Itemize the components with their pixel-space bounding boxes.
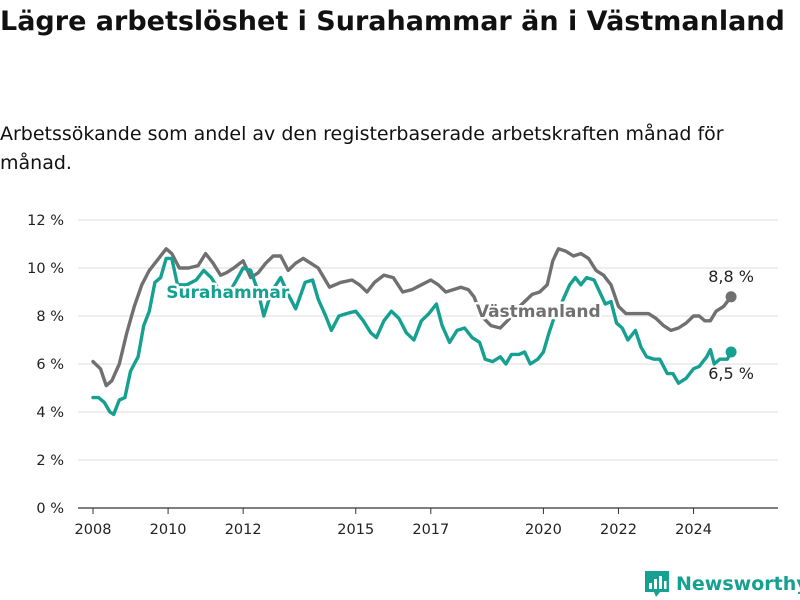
x-tick-label: 2012 — [225, 522, 262, 538]
series-line-surahammar — [91, 256, 733, 417]
y-tick-label: 0 % — [36, 501, 64, 517]
y-tick-label: 2 % — [36, 453, 64, 469]
x-tick-label: 2008 — [75, 522, 112, 538]
brand-logo[interactable]: Newsworthy — [644, 570, 800, 598]
series-endpoint-vastmanland — [725, 291, 737, 303]
x-tick-label: 2015 — [337, 522, 374, 538]
series-lines — [91, 247, 737, 417]
x-tick-label: 2022 — [600, 522, 637, 538]
y-tick-label: 6 % — [36, 357, 64, 373]
y-tick-label: 4 % — [36, 405, 64, 421]
end-value-label-vastmanland: 8,8 % — [708, 267, 754, 286]
chart-subtitle: Arbetssökande som andel av den registerb… — [0, 123, 724, 174]
chart-title: Lägre arbetslöshet i Surahammar än i Väs… — [0, 6, 785, 37]
end-value-label-surahammar: 6,5 % — [708, 364, 754, 383]
x-tick-label: 2017 — [412, 522, 449, 538]
y-tick-label: 10 % — [27, 261, 64, 277]
series-labels: 8,8 % 6,5 % Västmanland Surahammar — [164, 267, 754, 383]
y-tick-label: 8 % — [36, 309, 64, 325]
x-tick-label: 2010 — [150, 522, 187, 538]
series-name-label-surahammar: Surahammar — [166, 283, 290, 303]
x-tick-label: 2024 — [675, 522, 712, 538]
newsworthy-logo-icon — [645, 571, 669, 597]
series-endpoint-surahammar — [725, 346, 737, 358]
series-name-label-vastmanland: Västmanland — [476, 302, 601, 322]
grid-lines — [78, 219, 778, 509]
x-tick-label: 2020 — [525, 522, 562, 538]
y-tick-label: 12 % — [27, 213, 64, 229]
x-axis: 2008 2010 2012 2015 2017 2020 2022 2024 — [75, 508, 712, 538]
series-line-vastmanland — [91, 247, 733, 388]
y-axis-ticks: 0 % 2 % 4 % 6 % 8 % 10 % 12 % — [27, 213, 64, 517]
brand-name: Newsworthy — [676, 573, 800, 595]
